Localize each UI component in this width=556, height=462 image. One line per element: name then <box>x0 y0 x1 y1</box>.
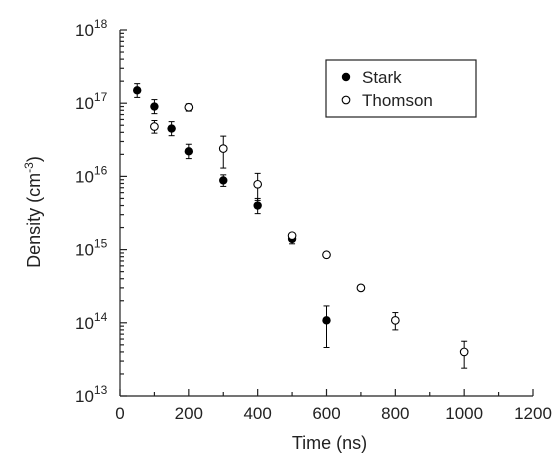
legend-box <box>325 59 477 118</box>
x-tick-label: 200 <box>175 404 203 423</box>
y-axis-label: Density (cm-3) <box>22 156 44 268</box>
thomson-point <box>150 122 159 131</box>
y-tick-label: 1018 <box>75 17 108 40</box>
x-tick-label: 1200 <box>514 404 552 423</box>
data-marks <box>133 83 469 369</box>
x-tick-label: 800 <box>381 404 409 423</box>
legend: Stark Thomson <box>325 59 477 118</box>
legend-marker-stark <box>341 72 351 82</box>
x-tick-label: 600 <box>312 404 340 423</box>
thomson-point <box>287 231 297 241</box>
thomson-point <box>322 250 331 260</box>
y-tick-label: 1017 <box>75 90 108 113</box>
thomson-point <box>218 144 228 153</box>
y-tick-label: 1014 <box>75 310 108 333</box>
stark-point <box>167 124 176 133</box>
y-axis-label-close: ) <box>24 156 44 162</box>
stark-point <box>133 86 142 95</box>
x-tick-label: 1000 <box>445 404 483 423</box>
thomson-point <box>184 102 194 112</box>
thomson-point <box>253 179 263 189</box>
legend-label-thomson: Thomson <box>362 91 433 110</box>
legend-label-stark: Stark <box>362 68 402 87</box>
stark-point <box>219 176 228 185</box>
x-tick-label: 400 <box>243 404 271 423</box>
thomson-point <box>390 316 400 325</box>
y-axis-label-sup: -3 <box>22 162 36 173</box>
y-tick-label: 1013 <box>75 383 108 406</box>
thomson-point <box>356 283 366 293</box>
ticks: 0 200 400 600 800 1000 1200 1013 1014 1015 1016 101… <box>75 17 552 423</box>
legend-marker-thomson <box>341 95 351 105</box>
stark-point <box>150 102 159 111</box>
y-tick-label: 1016 <box>75 163 108 186</box>
stark-point <box>253 201 262 210</box>
y-tick-label: 1015 <box>75 237 108 260</box>
thomson-point <box>459 347 469 357</box>
x-axis-label: Time (ns) <box>292 433 367 453</box>
y-axis-label-base: Density (cm <box>24 173 44 268</box>
x-tick-label: 0 <box>115 404 124 423</box>
stark-point <box>184 147 194 156</box>
stark-point <box>322 316 331 325</box>
